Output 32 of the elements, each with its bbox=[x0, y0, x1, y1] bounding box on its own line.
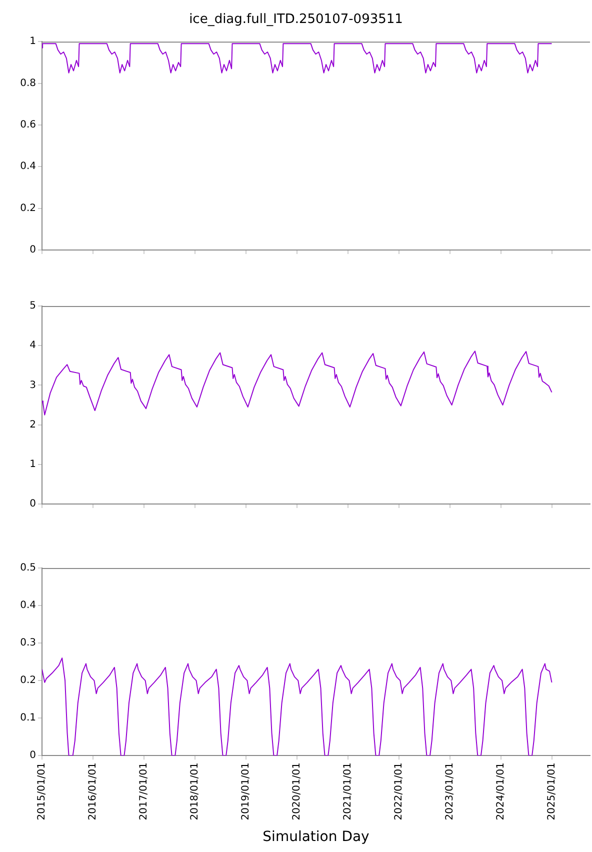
y-tick-label: 0.5 bbox=[20, 562, 36, 574]
x-tick-label: 2022/01/01 bbox=[394, 762, 405, 820]
y-tick-label: 5 bbox=[30, 300, 36, 312]
y-tick-label: 0 bbox=[30, 498, 36, 510]
y-tick-label: 0.2 bbox=[20, 675, 36, 686]
y-tick-label: 2 bbox=[30, 419, 36, 430]
y-tick-label: 4 bbox=[30, 340, 36, 352]
x-tick-label: 2023/01/01 bbox=[444, 762, 456, 820]
x-tick-label: 2018/01/01 bbox=[190, 762, 201, 820]
x-tick-label: 2020/01/01 bbox=[291, 762, 302, 820]
x-tick-label: 2015/01/01 bbox=[36, 762, 48, 820]
y-tick-label: 0.6 bbox=[20, 120, 36, 131]
x-tick-label: 2016/01/01 bbox=[88, 762, 99, 820]
y-tick-label: 0.4 bbox=[20, 600, 36, 612]
y-tick-label: 1 bbox=[30, 458, 36, 470]
x-tick-label: 2019/01/01 bbox=[240, 762, 252, 820]
y-tick-label: 0 bbox=[30, 750, 36, 762]
x-axis-title: Simulation Day bbox=[262, 829, 370, 846]
y-tick-label: 0 bbox=[30, 244, 36, 256]
y-tick-label: 0.8 bbox=[20, 78, 36, 89]
y-tick-label: 0.2 bbox=[20, 202, 36, 214]
y-tick-label: 0.4 bbox=[20, 161, 36, 172]
x-tick-label: 2024/01/01 bbox=[495, 762, 506, 820]
x-tick-label: 2021/01/01 bbox=[342, 762, 354, 820]
x-tick-label: 2017/01/01 bbox=[138, 762, 150, 820]
y-tick-label: 0.1 bbox=[20, 712, 36, 724]
line-series bbox=[42, 658, 552, 756]
y-tick-label: 1 bbox=[30, 36, 36, 48]
y-tick-label: 0.3 bbox=[20, 638, 36, 649]
y-tick-label: 3 bbox=[30, 380, 36, 391]
x-tick-label: 2025/01/01 bbox=[546, 762, 558, 820]
chart-title: ice_diag.full_ITD.250107-093511 bbox=[189, 12, 403, 28]
